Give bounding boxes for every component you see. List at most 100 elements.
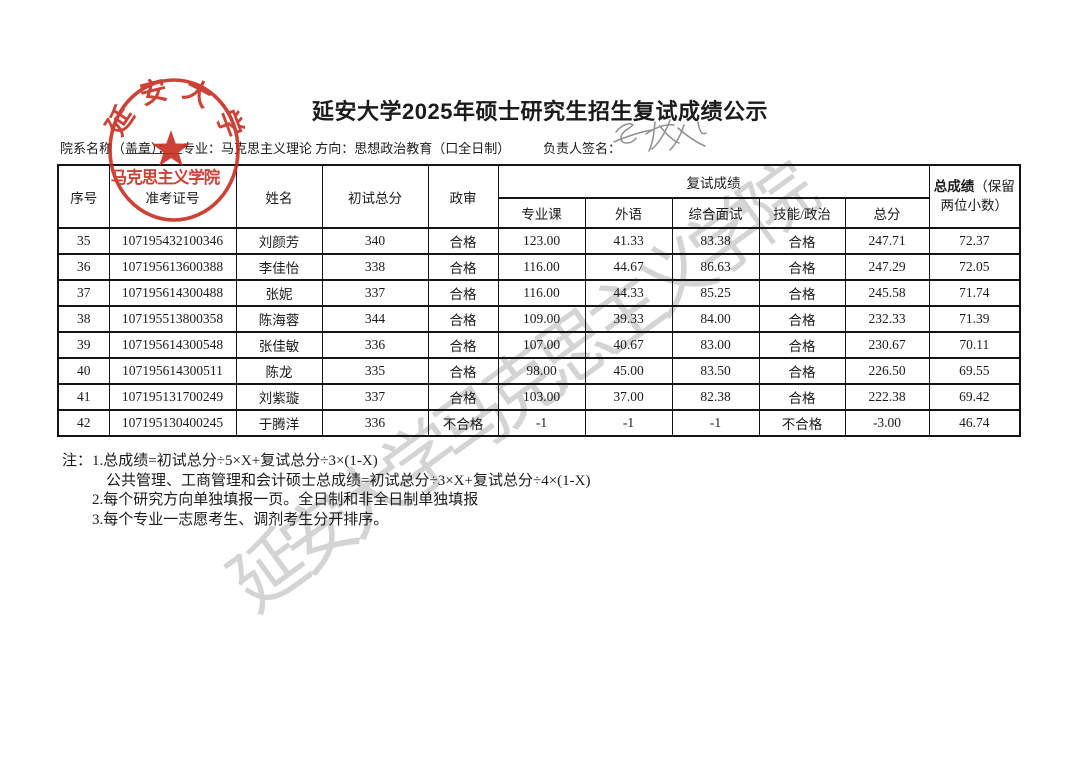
note-line-1: 1.总成绩=初试总分÷5×X+复试总分÷3×(1-X) — [92, 453, 378, 469]
total-score-bold: 总成绩 — [933, 179, 975, 195]
table-cell: 72.37 — [928, 227, 1021, 255]
table-cell: 张佳敏 — [235, 331, 323, 359]
table-cell: 109.00 — [497, 305, 586, 333]
table-cell: 107195131700249 — [108, 383, 237, 411]
table-cell: 107195614300488 — [108, 279, 237, 307]
total-score-note: （保留两位小数） — [940, 179, 1015, 213]
note-line-3: 2.每个研究方向单独填报一页。全日制和非全日制单独填报 — [92, 492, 479, 508]
sign-label: 负责人签名： — [543, 141, 622, 156]
seal-ring — [108, 78, 240, 222]
table-cell: 44.67 — [584, 253, 673, 281]
table-cell: 247.71 — [844, 227, 930, 255]
table-cell: 陈龙 — [235, 357, 323, 385]
table-cell: 41.33 — [584, 227, 673, 255]
table-cell: 张妮 — [235, 279, 323, 307]
table-cell: -1 — [671, 409, 760, 437]
table-cell: 不合格 — [427, 409, 499, 437]
dept-label: 院系名称（盖章）： — [60, 141, 171, 156]
info-line: 院系名称（盖章）： 专业：马克思主义理论 方向：思想政治教育（口全日制） 负责人… — [0, 138, 1080, 158]
university-seal: 延安大学 马克思主义学院 — [102, 72, 250, 222]
table-cell: 71.74 — [928, 279, 1021, 307]
note-line-4: 3.每个专业一志愿考生、调剂考生分开排序。 — [92, 511, 389, 528]
major-direction-text: 专业：马克思主义理论 方向：思想政治教育（口全日制） — [182, 141, 511, 156]
dept-fill-underline — [128, 153, 182, 154]
table-cell: 98.00 — [497, 357, 586, 385]
table-cell: -3.00 — [844, 409, 930, 437]
table-cell: 107195432100346 — [108, 227, 237, 255]
table-cell: 不合格 — [758, 409, 846, 437]
table-cell: 合格 — [427, 357, 499, 385]
table-cell: 合格 — [427, 279, 499, 307]
table-cell: 李佳怡 — [235, 253, 323, 281]
table-cell: 107195614300548 — [108, 331, 237, 359]
table-cell: 合格 — [758, 253, 846, 281]
col-header-name: 姓名 — [235, 164, 323, 229]
table-cell: 37.00 — [584, 383, 673, 411]
table-cell: 103.00 — [497, 383, 586, 411]
table-cell: 合格 — [758, 305, 846, 333]
col-header-initial-score: 初试总分 — [321, 164, 429, 229]
note-line-2: 公共管理、工商管理和会计硕士总成绩=初试总分÷3×X+复试总分÷4×(1-X) — [106, 472, 591, 489]
table-cell: 83.38 — [671, 227, 760, 255]
table-cell: 合格 — [758, 357, 846, 385]
table-cell: 合格 — [427, 253, 499, 281]
table-cell: 337 — [321, 383, 429, 411]
seal-star-icon — [152, 130, 190, 167]
table-cell: 247.29 — [844, 253, 930, 281]
table-cell: 116.00 — [497, 279, 586, 307]
table-cell: 226.50 — [844, 357, 930, 385]
col-group-retest-score: 复试成绩 — [497, 164, 930, 199]
table-cell: 85.25 — [671, 279, 760, 307]
table-row: 37 107195614300488 张妮 337 合格 116.00 44.33 85.25… — [57, 279, 1021, 307]
page-title: 延安大学2025年硕士研究生招生复试成绩公示 — [312, 99, 768, 124]
table-cell: 合格 — [758, 331, 846, 359]
table-cell: 39.33 — [584, 305, 673, 333]
table-cell: 107195613600388 — [108, 253, 237, 281]
table-row: 38 107195513800358 陈海蓉 344 合格 109.00 39.33 84.0… — [57, 305, 1021, 333]
score-table-body: 35 107195432100346 刘颜芳 340 合格 123.00 41.33 83.3… — [57, 227, 1021, 437]
table-cell: 245.58 — [844, 279, 930, 307]
table-cell: 107195130400245 — [108, 409, 237, 437]
table-row: 35 107195432100346 刘颜芳 340 合格 123.00 41.33 83.3… — [57, 227, 1021, 255]
table-cell: 71.39 — [928, 305, 1021, 333]
footnotes: 注： 1.总成绩=初试总分÷5×X+复试总分÷3×(1-X) 公共管理、工商管理… — [62, 452, 590, 530]
col-header-foreign-language: 外语 — [584, 197, 673, 229]
table-cell: 69.55 — [928, 357, 1021, 385]
col-header-major-course: 专业课 — [497, 197, 586, 229]
table-cell: 38 — [57, 305, 110, 333]
table-cell: 69.42 — [928, 383, 1021, 411]
table-cell: 123.00 — [497, 227, 586, 255]
col-header-retest-total: 总分 — [844, 197, 930, 229]
table-cell: 336 — [321, 331, 429, 359]
seal-bottom-text: 马克思主义学院 — [111, 167, 221, 187]
table-row: 40 107195614300511 陈龙 335 合格 98.00 45.00 83.50 合… — [57, 357, 1021, 385]
table-cell: 合格 — [427, 305, 499, 333]
table-cell: 70.11 — [928, 331, 1021, 359]
col-header-serial: 序号 — [57, 164, 110, 229]
table-row: 42 107195130400245 于腾洋 336 不合格 -1 -1 -1 不合格 -3.00… — [57, 409, 1021, 437]
handwritten-signature — [613, 119, 707, 152]
table-cell: 36 — [57, 253, 110, 281]
table-cell: 336 — [321, 409, 429, 437]
score-table: 序号 准考证号 姓名 初试总分 政审 复试成绩 总成绩（保留两位小数） 专业课 … — [57, 164, 1022, 437]
col-header-political-review: 政审 — [427, 164, 499, 229]
table-cell: 230.67 — [844, 331, 930, 359]
table-cell: 84.00 — [671, 305, 760, 333]
table-cell: 338 — [321, 253, 429, 281]
table-cell: 刘颜芳 — [235, 227, 323, 255]
table-row: 39 107195614300548 张佳敏 336 合格 107.00 40.67 83.0… — [57, 331, 1021, 359]
table-cell: 40 — [57, 357, 110, 385]
table-cell: 337 — [321, 279, 429, 307]
table-cell: 合格 — [758, 227, 846, 255]
table-cell: 于腾洋 — [235, 409, 323, 437]
svg-text:延安大学: 延安大学 — [102, 72, 250, 152]
notes-lines: 1.总成绩=初试总分÷5×X+复试总分÷3×(1-X) 公共管理、工商管理和会计… — [92, 452, 590, 530]
table-cell: 42 — [57, 409, 110, 437]
table-cell: 41 — [57, 383, 110, 411]
col-header-skill-politics: 技能/政治 — [758, 197, 846, 229]
col-header-interview: 综合面试 — [671, 197, 760, 229]
table-cell: 合格 — [427, 227, 499, 255]
table-cell: 222.38 — [844, 383, 930, 411]
table-cell: 107.00 — [497, 331, 586, 359]
